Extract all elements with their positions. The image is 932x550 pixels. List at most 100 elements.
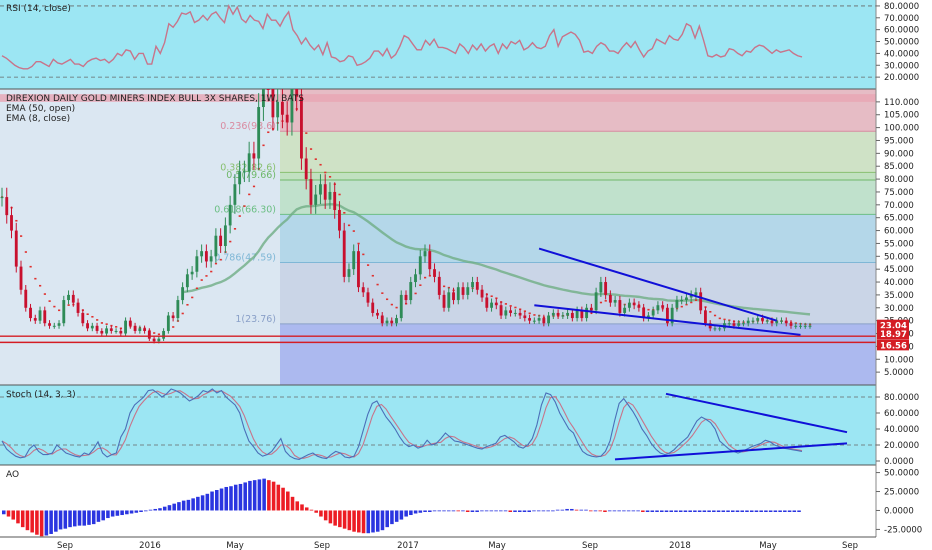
ema8-dot (200, 279, 203, 281)
price-tick-label: 40.000 (884, 278, 914, 288)
ao-bar (683, 510, 688, 512)
candle (0, 197, 4, 199)
ema8-dot (424, 276, 427, 279)
candle (675, 300, 679, 308)
ema8-dot (690, 301, 693, 304)
candle (423, 251, 427, 257)
fib-zone (280, 179, 876, 215)
candle (338, 209, 341, 231)
ao-bar (196, 496, 200, 511)
ao-bar (281, 487, 285, 511)
ao-bar (153, 508, 158, 511)
ao-bar (248, 480, 252, 511)
ema8-dot (509, 305, 512, 307)
ao-tick-label: 0.0000 (884, 506, 914, 516)
candle (808, 325, 812, 327)
ao-bar (584, 509, 588, 511)
candle (585, 307, 589, 319)
candle (257, 107, 261, 159)
ema8-dot (53, 305, 56, 308)
candle (76, 302, 80, 313)
ao-bar (551, 510, 555, 512)
ao-bar (764, 510, 768, 512)
ao-bar (716, 510, 721, 512)
candle (428, 251, 432, 270)
stoch-series (1, 388, 848, 461)
ema8-dot (447, 286, 450, 289)
ao-bar (20, 510, 25, 528)
ema8-dot (43, 293, 46, 295)
candle (195, 256, 199, 272)
ema8-dot (309, 148, 313, 150)
ema8-dot (390, 303, 393, 306)
candle (499, 305, 503, 316)
ao-bar (172, 503, 176, 511)
ema8-dot (504, 303, 508, 305)
ao-bar (110, 510, 115, 517)
stoch-tick-label: 20.0000 (884, 441, 919, 451)
fib-label: 0.786(47.59) (214, 253, 276, 264)
ao-bar (229, 486, 233, 511)
ema8-dot (362, 253, 365, 256)
candle (204, 251, 208, 262)
candle (280, 101, 284, 115)
candle (209, 256, 213, 262)
ao-bar (243, 482, 247, 511)
candle (656, 305, 660, 311)
price-tick-label: 85.000 (884, 162, 914, 172)
ao-bar (669, 510, 674, 512)
time-tick-label: May (488, 541, 506, 550)
ema8-dot (428, 274, 431, 277)
candle (651, 310, 655, 316)
ao-bar (290, 496, 295, 511)
ema8-dot (172, 326, 175, 328)
ao-bar (622, 510, 626, 512)
ao-bar (797, 510, 801, 512)
ao-bar (219, 488, 224, 511)
ema8-dot (267, 131, 270, 134)
ao-bar (489, 510, 494, 512)
ao-bar (186, 499, 191, 511)
candle (528, 318, 532, 321)
candle (385, 320, 389, 324)
ema8-dot (528, 312, 531, 315)
candle (395, 318, 398, 324)
ao-bar (2, 510, 6, 515)
candle (694, 292, 698, 295)
ao-bar (517, 510, 522, 512)
candle (542, 318, 546, 324)
candle (29, 307, 32, 319)
candle (261, 89, 265, 108)
price-label-box (877, 328, 909, 340)
ao-bar (252, 480, 257, 511)
ema8-dot (96, 319, 99, 321)
ao-bar (461, 510, 465, 512)
ema8-dot (328, 176, 332, 178)
ao-title: AO (6, 470, 19, 480)
ao-bar (77, 510, 82, 526)
candle (119, 330, 123, 334)
ao-bar (106, 510, 110, 519)
candle (328, 191, 332, 200)
ao-bar (442, 510, 446, 512)
candle (537, 318, 541, 321)
candle (618, 300, 622, 313)
candle (233, 184, 237, 205)
ema8-dot (153, 332, 156, 334)
ao-bar (787, 510, 792, 512)
candle (494, 302, 498, 306)
ao-bar (49, 510, 53, 534)
candle (627, 302, 631, 308)
ema8-dot (324, 171, 327, 174)
candle (746, 320, 750, 324)
price-label-box (877, 319, 909, 331)
price-title: DIREXION DAILY GOLD MINERS INDEX BULL 3X… (6, 94, 304, 104)
ao-bar (304, 507, 309, 511)
candle (114, 330, 118, 332)
candle (575, 310, 579, 319)
candle (128, 320, 132, 326)
ema8-dot (205, 275, 208, 277)
ao-bar (560, 509, 565, 511)
ao-bar (371, 510, 375, 533)
candle (404, 294, 408, 301)
